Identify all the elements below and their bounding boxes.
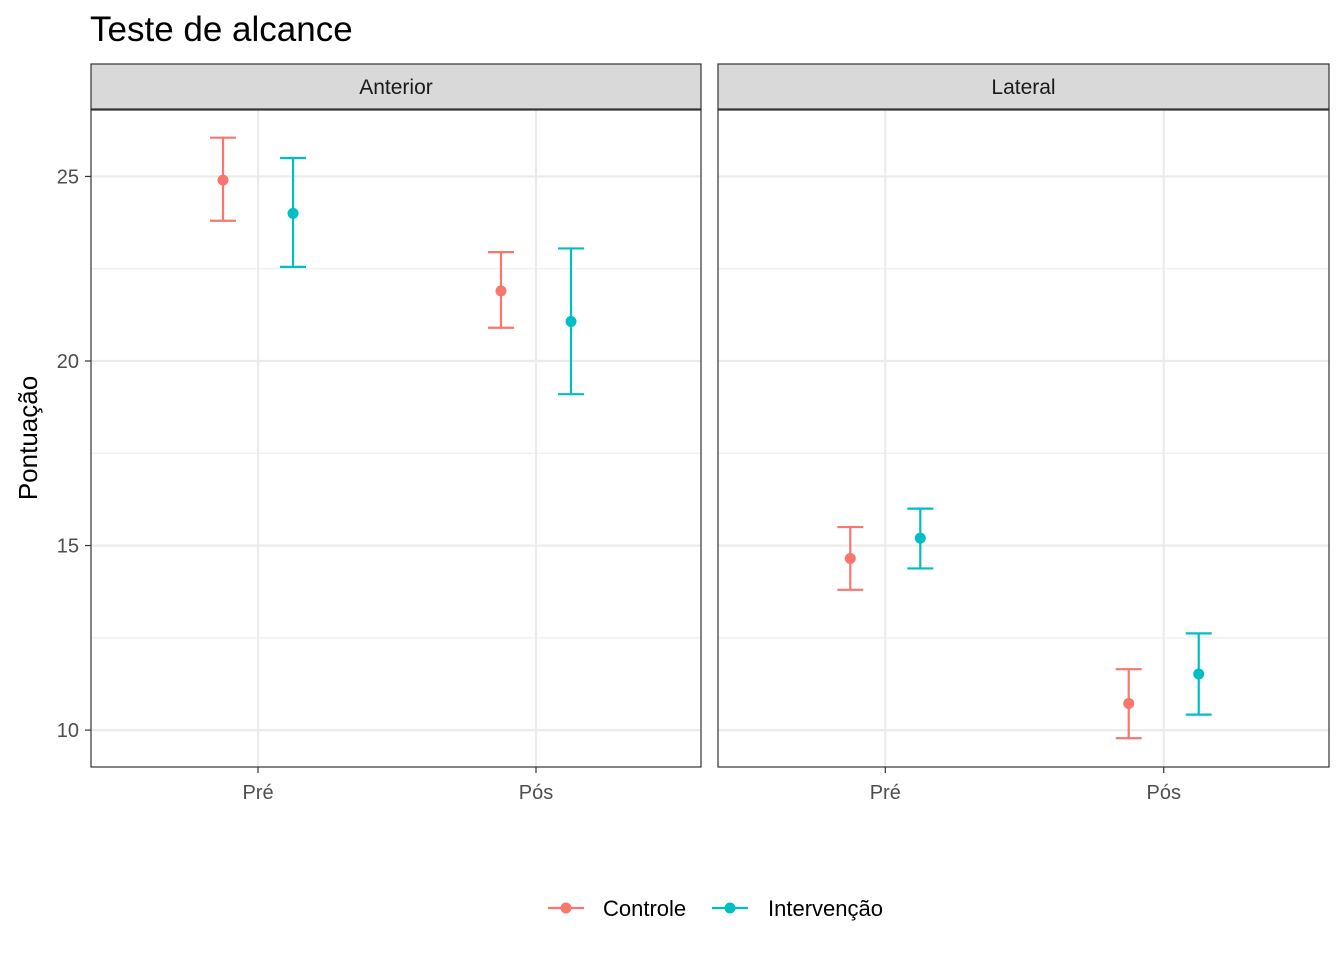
x-tick-label: Pré (242, 782, 273, 804)
chart-title: Teste de alcance (90, 10, 353, 49)
y-tick-label: 15 (57, 536, 79, 558)
legend-item-intervenção: Intervenção (712, 896, 883, 921)
panel-background (718, 110, 1329, 767)
panel-background (91, 110, 701, 767)
y-tick-label: 25 (57, 166, 79, 188)
facet-strip (90, 63, 702, 110)
legend-key-point (724, 902, 736, 914)
x-tick-label: Pós (1146, 782, 1180, 804)
x-tick-label: Pré (870, 782, 901, 804)
data-point-intervenção (1193, 668, 1205, 680)
data-point-controle (217, 174, 229, 186)
y-axis-title: Pontuação (13, 376, 43, 500)
x-tick-label: Pós (519, 782, 553, 804)
panel-anterior: Anterior Pré Pós 10 15 20 25 (57, 63, 702, 804)
panel-border (717, 109, 1330, 768)
facet-strip-label: Anterior (359, 76, 433, 99)
panel-border (90, 109, 702, 768)
facet-panels: Anterior Pré Pós 10 15 20 25 Lateral Pré Pós (57, 63, 1330, 804)
data-point-intervenção (565, 315, 577, 327)
legend-label: Intervenção (768, 896, 883, 921)
y-tick-label: 20 (57, 351, 79, 373)
legend: Controle Intervenção (548, 896, 883, 921)
facet-strip (717, 63, 1330, 110)
data-point-intervenção (287, 207, 299, 219)
data-point-controle (1123, 698, 1135, 710)
facet-strip-label: Lateral (991, 76, 1055, 99)
y-tick-label: 10 (57, 720, 79, 742)
data-point-controle (495, 285, 507, 297)
legend-item-controle: Controle (548, 896, 686, 921)
panel-lateral: Lateral Pré Pós (717, 63, 1330, 804)
data-point-intervenção (914, 532, 926, 544)
legend-key-point (560, 902, 572, 914)
legend-label: Controle (603, 896, 686, 921)
data-point-controle (844, 552, 856, 564)
